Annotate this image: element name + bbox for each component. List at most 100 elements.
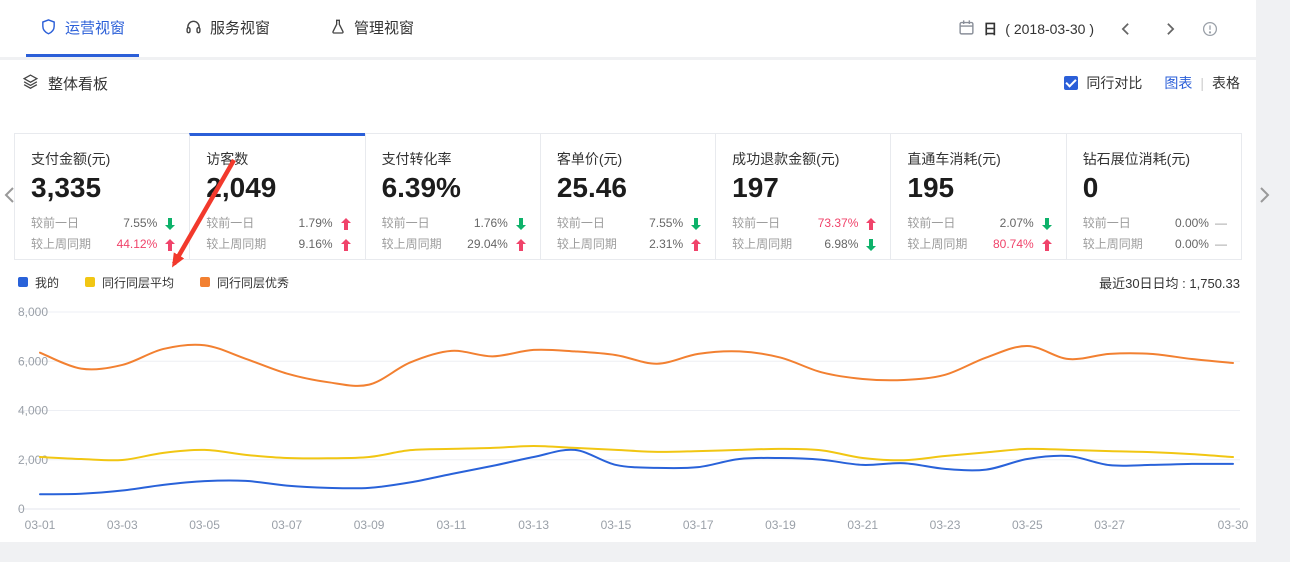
tab-management-window[interactable]: 管理视窗 [316,0,428,57]
cards-prev-button[interactable] [3,186,15,209]
kpi-card-visitors[interactable]: 访客数 2,049 较前一日 1.79% 较上周同期 9.16% [189,133,366,260]
svg-text:03-11: 03-11 [436,518,466,532]
trend-up-icon [862,217,877,230]
compare-value: 0.00% [1174,237,1209,252]
kpi-value: 195 [907,172,955,203]
compare-value: 73.37% [817,216,859,231]
kpi-compare-row: 较上周同期 2.31% [556,234,702,255]
svg-text:03-23: 03-23 [930,518,961,532]
compare-label: 较前一日 [732,216,781,231]
kpi-label: 支付转化率 [381,151,452,167]
legend-mine[interactable]: 我的 [18,274,59,291]
kpi-card-pay-amount[interactable]: 支付金额(元) 3,335 较前一日 7.55% 较上周同期 44.12% [14,133,191,260]
compare-value: 1.79% [298,216,333,231]
kpi-compare-row: 较上周同期 9.16% [206,234,351,255]
svg-text:03-21: 03-21 [847,518,878,532]
kpi-compare-row: 较前一日 1.76% [382,213,526,234]
date-granularity: 日 [983,20,998,37]
svg-text:0: 0 [18,502,25,516]
top-nav: 运营视窗 服务视窗 管理视窗 [0,0,1256,57]
tab-service-window[interactable]: 服务视窗 [171,0,284,57]
trend-down-icon [687,217,702,230]
compare-value: 80.74% [992,237,1034,252]
legend-label: 同行同层平均 [102,275,175,290]
date-prev-button[interactable] [1112,22,1139,36]
kpi-label: 支付金额(元) [31,151,111,167]
trend-down-icon [512,217,526,230]
trend-up-icon [337,217,351,230]
trend-down-icon [862,238,877,251]
compare-label: 较上周同期 [31,237,92,252]
peer-compare-toggle[interactable]: 同行对比 [1064,73,1142,93]
svg-text:8,000: 8,000 [18,305,48,319]
compare-value: 7.55% [649,216,684,231]
legend-peer-average[interactable]: 同行同层平均 [85,274,174,291]
view-toggle-table[interactable]: 表格 [1212,75,1240,91]
kpi-value: 0 [1082,172,1099,203]
trend-flat-icon: — [1214,216,1227,231]
sycm-dashboard: 运营视窗 服务视窗 管理视窗 [0,0,1256,542]
kpi-value: 2,049 [206,172,277,203]
trend-up-icon [512,238,526,251]
section-title-group: 整体看板 [22,73,108,94]
kpi-card-row: 支付金额(元) 3,335 较前一日 7.55% 较上周同期 44.12% 访客… [14,133,1242,260]
trend-chart: 0 2,000 4,000 6,000 8,000 03-01 03-03 03-05 03-0… [18,305,1249,532]
peer-compare-label: 同行对比 [1086,75,1143,91]
svg-text:4,000: 4,000 [18,404,48,418]
date-next-button[interactable] [1157,22,1184,36]
kpi-compare-row: 较前一日 7.55% [556,213,702,234]
info-icon[interactable] [1202,21,1218,37]
compare-label: 较上周同期 [206,237,267,252]
chart-legend-row: 我的 同行同层平均 同行同层优秀 最近30日日均 : 1,750.33 [18,272,1240,292]
peer-compare-checkbox[interactable] [1064,76,1079,90]
legend-swatch [18,277,28,287]
cards-next-button[interactable] [1259,186,1271,209]
svg-text:03-09: 03-09 [354,518,385,532]
tab-label: 服务视窗 [210,19,271,37]
compare-label: 较前一日 [1082,216,1131,231]
chart-legend: 我的 同行同层平均 同行同层优秀 [18,274,289,291]
calendar-icon [958,19,975,39]
kpi-compare-row: 较上周同期 29.04% [382,234,526,255]
compare-value: 2.31% [649,237,684,252]
compare-value: 2.07% [999,216,1034,231]
legend-peer-excellent[interactable]: 同行同层优秀 [200,274,289,291]
svg-text:6,000: 6,000 [18,354,48,368]
svg-text:03-17: 03-17 [683,518,714,532]
tab-operations-window[interactable]: 运营视窗 [26,0,140,57]
view-toggle-chart[interactable]: 图表 [1164,75,1193,91]
kpi-label: 钻石展位消耗(元) [1082,151,1191,167]
kpi-card-diamond-spend[interactable]: 钻石展位消耗(元) 0 较前一日 0.00% — 较上周同期 0.00% — [1065,133,1242,260]
compare-label: 较前一日 [907,216,956,231]
kpi-card-avg-order-value[interactable]: 客单价(元) 25.46 较前一日 7.55% 较上周同期 2.31% [539,133,717,260]
svg-text:03-27: 03-27 [1094,518,1125,532]
kpi-value: 6.39% [381,172,461,203]
compare-value: 9.16% [298,237,333,252]
main-content: 整体看板 同行对比 图表 | 表格 支付金额(元) 3,335 较前 [0,60,1256,542]
compare-label: 较上周同期 [732,237,793,252]
compare-label: 较前一日 [556,216,605,231]
nav-tabs: 运营视窗 服务视窗 管理视窗 [0,0,444,57]
legend-swatch [200,277,211,287]
nav-right-controls: 日 ( 2018-03-30 ) [958,0,1256,57]
trend-up-icon [337,238,351,251]
kpi-card-ztc-spend[interactable]: 直通车消耗(元) 195 较前一日 2.07% 较上周同期 80.74% [890,133,1067,260]
nav-divider [0,57,1256,60]
kpi-card-conversion-rate[interactable]: 支付转化率 6.39% 较前一日 1.76% 较上周同期 29.04% [364,133,541,260]
svg-text:2,000: 2,000 [18,453,48,467]
tab-label: 管理视窗 [354,19,415,37]
kpi-card-refund-amount[interactable]: 成功退款金额(元) 197 较前一日 73.37% 较上周同期 6.98% [715,133,892,260]
svg-text:03-07: 03-07 [271,518,302,532]
trend-down-icon [1038,217,1052,230]
kpi-value: 197 [732,172,779,203]
trend-up-icon [1038,238,1052,251]
compare-label: 较前一日 [206,216,255,231]
kpi-compare-row: 较上周同期 44.12% [31,234,176,255]
date-picker[interactable]: 日 ( 2018-03-30 ) [958,19,1094,39]
svg-text:03-03: 03-03 [107,518,138,532]
trend-down-icon [161,217,176,230]
kpi-compare-row: 较前一日 2.07% [907,213,1052,234]
compare-label: 较上周同期 [556,237,617,252]
view-toggle: 图表 | 表格 [1164,73,1240,93]
section-controls: 同行对比 图表 | 表格 [1064,73,1240,93]
